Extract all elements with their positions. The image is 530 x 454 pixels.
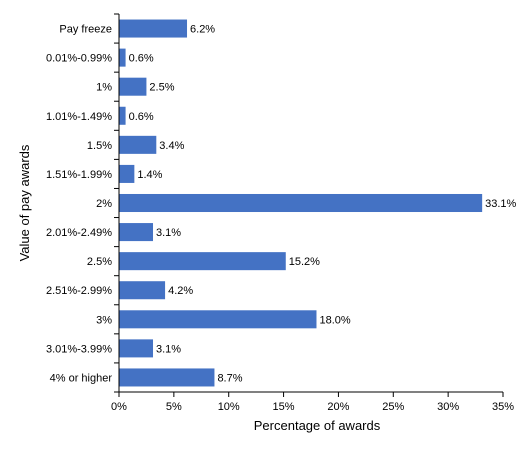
category-label: 2.5% — [87, 256, 112, 268]
bar — [119, 77, 147, 96]
bar — [119, 106, 126, 125]
category-label: 2.01%-2.49% — [46, 227, 112, 239]
x-tick-label: 25% — [382, 401, 404, 413]
bar — [119, 19, 188, 38]
data-label: 4.2% — [168, 285, 193, 297]
category-label: 1% — [96, 82, 112, 94]
bar — [119, 48, 126, 67]
data-label: 33.1% — [485, 198, 516, 210]
category-label: 1.5% — [87, 140, 112, 152]
x-axis-title: Percentage of awards — [254, 418, 381, 433]
data-label: 3.1% — [156, 227, 181, 239]
bar — [119, 368, 215, 387]
axes — [114, 13, 503, 393]
x-tick-label: 5% — [166, 401, 182, 413]
data-label: 18.0% — [319, 314, 350, 326]
x-tick-label: 0% — [111, 401, 127, 413]
bar — [119, 164, 135, 183]
data-label: 8.7% — [217, 372, 242, 384]
bar — [119, 135, 157, 154]
bar — [119, 310, 317, 329]
data-label: 0.6% — [129, 111, 154, 123]
data-label: 6.2% — [190, 24, 215, 36]
x-tick-label: 35% — [492, 401, 514, 413]
category-label: 1.01%-1.49% — [46, 111, 112, 123]
x-tick-label: 30% — [437, 401, 459, 413]
category-label: 2.51%-2.99% — [46, 285, 112, 297]
bar — [119, 193, 483, 213]
category-label: 4% or higher — [50, 372, 113, 384]
category-label: 3.01%-3.99% — [46, 343, 112, 355]
data-label: 2.5% — [149, 82, 174, 94]
data-label: 3.1% — [156, 343, 181, 355]
y-axis-categories: Pay freeze 0.01%-0.99% 1% 1.01%-1.49% 1.5% 1.… — [46, 24, 112, 385]
x-tick-label: 15% — [273, 401, 295, 413]
bar — [119, 223, 154, 242]
bar — [119, 339, 154, 358]
category-label: 1.51%-1.99% — [46, 169, 112, 181]
category-label: 0.01%-0.99% — [46, 53, 112, 65]
y-axis-title: Value of pay awards — [17, 144, 32, 261]
x-tick-label: 20% — [327, 401, 349, 413]
data-label: 3.4% — [159, 140, 184, 152]
x-tick-label: 10% — [218, 401, 240, 413]
bar — [119, 281, 166, 300]
data-label: 0.6% — [129, 53, 154, 65]
bars — [119, 19, 483, 387]
bar — [119, 252, 286, 271]
category-label: 2% — [96, 198, 112, 210]
data-label: 15.2% — [289, 256, 320, 268]
x-axis-ticks: 0% 5% 10% 15% 20% 25% 30% 35% — [111, 392, 514, 413]
data-label: 1.4% — [137, 169, 162, 181]
category-label: Pay freeze — [59, 24, 112, 36]
data-labels: 6.2% 0.6% 2.5% 0.6% 3.4% 1.4% 33.1% 3.1% 15.2% 4.… — [129, 24, 517, 385]
category-label: 3% — [96, 314, 112, 326]
